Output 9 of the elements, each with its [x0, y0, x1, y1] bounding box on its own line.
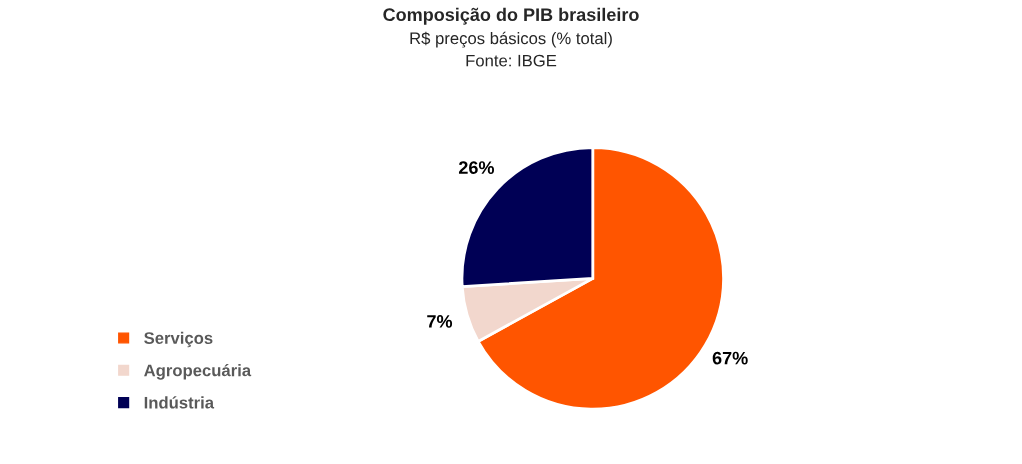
data-label: 7% — [427, 315, 453, 328]
data-label: 67% — [712, 351, 748, 365]
legend-label: Indústria — [144, 396, 215, 409]
chart-title: Composição do PIB brasileiro — [383, 7, 639, 25]
legend-label: Agropecuária — [144, 363, 252, 380]
chart-subtitle: R$ preços básicos (% total) — [410, 31, 612, 48]
data-label: 26% — [458, 161, 495, 174]
legend-label: Serviços — [144, 331, 213, 348]
source-note: Fonte: IBGE — [466, 54, 557, 67]
